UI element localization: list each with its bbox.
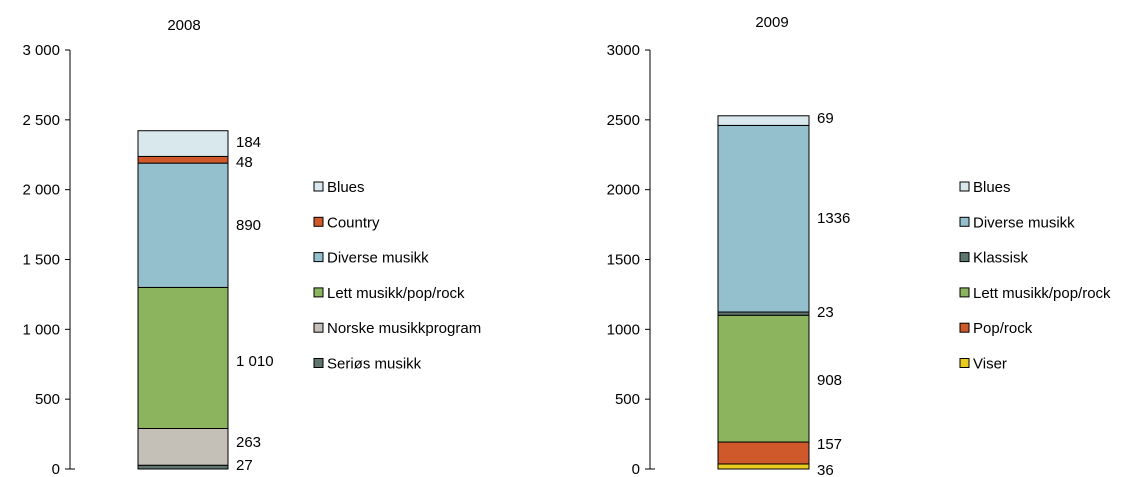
y-tick-label: 500 [615, 391, 640, 408]
y-tick-label: 0 [632, 461, 640, 477]
y-tick-label: 3 000 [22, 42, 60, 59]
y-tick-label: 1 000 [22, 321, 60, 338]
chart-title: 2008 [167, 17, 200, 34]
legend-swatch [959, 358, 970, 368]
bar-segment [137, 130, 229, 157]
data-label: 27 [236, 457, 253, 474]
bar-segment [137, 286, 229, 429]
legend-swatch [313, 181, 324, 192]
legend-label: Viser [973, 356, 1007, 373]
bar-segment [717, 115, 810, 126]
data-label: 263 [236, 434, 261, 451]
data-label: 1 010 [236, 353, 274, 370]
legend-label: Pop/rock [973, 320, 1033, 337]
data-label: 1336 [817, 210, 850, 227]
legend-swatch [959, 252, 970, 263]
legend-swatch [313, 287, 324, 298]
bar-segment [137, 427, 229, 466]
legend-label: Blues [973, 179, 1011, 196]
y-tick-label: 1000 [607, 321, 640, 338]
chart-1: 2009 0 500 1000 1500 2000 2500 3000 36 157 908 23 13… [607, 14, 1111, 477]
y-tick-label: 1 500 [22, 252, 60, 269]
y-tick-label: 1500 [607, 252, 640, 269]
legend-swatch [313, 358, 324, 368]
y-tick-label: 2 000 [22, 182, 60, 199]
legend-label: Blues [327, 179, 365, 196]
bar-segment [717, 463, 810, 470]
y-tick-label: 3000 [607, 42, 640, 59]
data-label: 69 [817, 110, 834, 127]
y-tick-label: 2500 [607, 112, 640, 129]
legend-label: Lett musikk/pop/rock [327, 285, 465, 302]
legend-swatch [959, 216, 970, 227]
bar-segment [137, 155, 229, 164]
chart-title: 2009 [755, 14, 788, 31]
legend-label: Diverse musikk [327, 250, 429, 267]
data-label: 23 [817, 304, 834, 321]
data-label: 36 [817, 462, 834, 477]
data-label: 890 [236, 217, 261, 234]
legend-label: Country [327, 214, 380, 231]
data-label: 48 [236, 154, 253, 171]
y-tick-label: 2 500 [22, 112, 60, 129]
legend-swatch [959, 287, 970, 298]
legend-label: Diverse musikk [973, 214, 1075, 231]
legend-label: Lett musikk/pop/rock [973, 285, 1111, 302]
bar-segment [717, 441, 810, 465]
legend-label: Norske musikkprogram [327, 320, 481, 337]
legend-swatch [313, 252, 324, 263]
bar-segment [717, 124, 810, 313]
data-label: 184 [236, 134, 261, 151]
legend-label: Klassisk [973, 250, 1029, 267]
legend-swatch [959, 322, 970, 333]
y-tick-label: 500 [35, 391, 60, 408]
legend-label: Seriøs musikk [327, 356, 422, 373]
y-tick-label: 0 [52, 461, 60, 477]
legend-swatch [959, 181, 970, 192]
bar-segment [137, 464, 229, 470]
legend-swatch [313, 322, 324, 333]
legend-swatch [313, 216, 324, 227]
data-label: 908 [817, 372, 842, 389]
bar-segment [717, 314, 810, 443]
y-tick-label: 2000 [607, 182, 640, 199]
data-label: 157 [817, 436, 842, 453]
bar-segment [137, 162, 229, 288]
chart-0: 2008 0 500 1 000 1 500 2 000 2 500 3 000 27 263 1 … [22, 17, 481, 477]
